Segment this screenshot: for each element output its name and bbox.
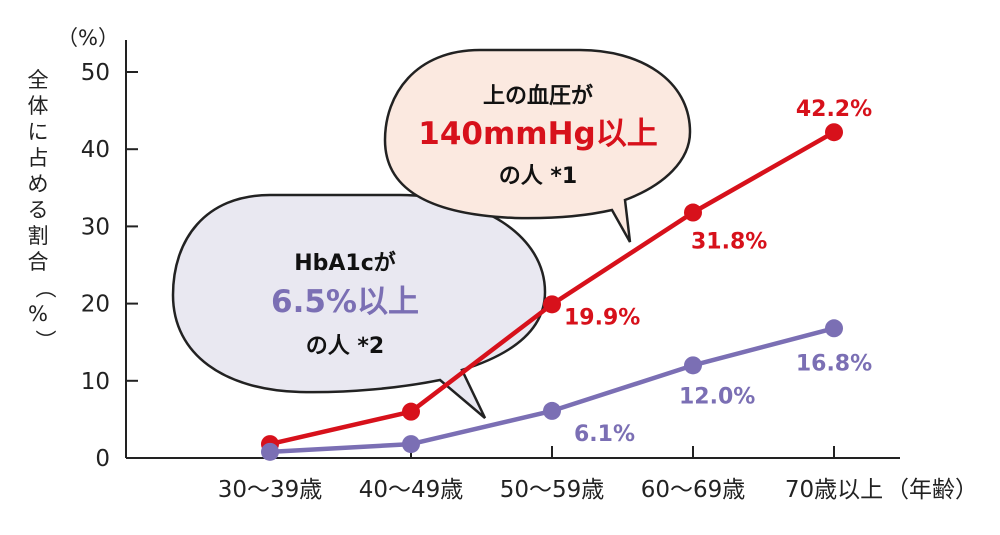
bp-annotation-bubble: 上の血圧が 140mmHg以上 の人 *1 <box>383 48 692 243</box>
bp-annotation-line1: 上の血圧が <box>483 83 593 109</box>
y-axis-label-char: め <box>28 172 49 196</box>
bp-point <box>825 123 843 142</box>
y-unit-label: （%） <box>57 26 119 50</box>
y-axis-label-char: 占 <box>28 146 49 170</box>
bp-data-label: 19.9% <box>564 305 640 330</box>
y-axis-label-char: 合 <box>28 250 49 274</box>
hba1c-point <box>402 435 420 454</box>
series-layer: 19.9% 31.8% 42.2% 6.1% 12.0% 16.8% <box>261 97 872 461</box>
bp-bubble-shape <box>383 48 692 243</box>
hba1c-annotation-line3: の人 *2 <box>306 334 384 359</box>
hba1c-annotation-line1: HbA1cが <box>294 250 396 276</box>
y-axis-label-char: る <box>28 198 49 222</box>
hba1c-data-label: 12.0% <box>679 384 755 409</box>
hba1c-point <box>684 356 702 375</box>
hba1c-data-label: 16.8% <box>796 351 872 376</box>
x-tick-label: 50〜59歳 <box>500 477 605 503</box>
y-tick-label: 10 <box>81 369 110 395</box>
bp-series: 19.9% 31.8% 42.2% <box>261 97 872 454</box>
hba1c-point <box>825 319 843 338</box>
y-axis-label-char: 割 <box>28 224 49 248</box>
hba1c-point <box>543 401 561 420</box>
x-tick-label: 40〜49歳 <box>359 477 464 503</box>
hba1c-data-label: 6.1% <box>574 422 635 447</box>
bp-annotation-line3: の人 *1 <box>499 164 577 189</box>
bp-annotation-line2: 140mmHg以上 <box>418 116 657 152</box>
bp-point <box>543 295 561 314</box>
y-axis-label-char: % <box>28 302 48 326</box>
hba1c-bubble-shape <box>171 193 547 419</box>
hba1c-annotation-line2: 6.5%以上 <box>271 284 419 320</box>
y-axis-label-char: 体 <box>28 94 49 118</box>
bp-data-label: 31.8% <box>691 230 767 255</box>
x-tick-label: 70歳以上 <box>785 477 883 503</box>
bp-data-label: 42.2% <box>796 97 872 122</box>
y-ticks: 0 10 20 30 40 50 <box>81 60 138 472</box>
y-axis-label-char: ） <box>33 330 57 351</box>
y-tick-label: 40 <box>81 137 110 163</box>
hba1c-point <box>261 442 279 461</box>
x-ticks: 30〜39歳 40〜49歳 50〜59歳 60〜69歳 70歳以上 <box>218 446 883 503</box>
y-tick-label: 0 <box>95 446 110 472</box>
bp-point <box>402 402 420 421</box>
y-tick-label: 50 <box>81 60 110 86</box>
y-axis-label-char: （ <box>33 278 57 299</box>
y-axis-label-char: に <box>28 120 49 144</box>
y-tick-label: 20 <box>81 292 110 318</box>
x-axis-label: （年齢） <box>886 477 978 503</box>
x-tick-label: 60〜69歳 <box>641 477 746 503</box>
x-tick-label: 30〜39歳 <box>218 477 323 503</box>
y-axis-label-char: 全 <box>28 68 49 92</box>
hba1c-series: 6.1% 12.0% 16.8% <box>261 319 872 461</box>
y-tick-label: 30 <box>81 214 110 240</box>
hba1c-annotation-bubble: HbA1cが 6.5%以上 の人 *2 <box>171 193 547 419</box>
bp-point <box>684 203 702 222</box>
